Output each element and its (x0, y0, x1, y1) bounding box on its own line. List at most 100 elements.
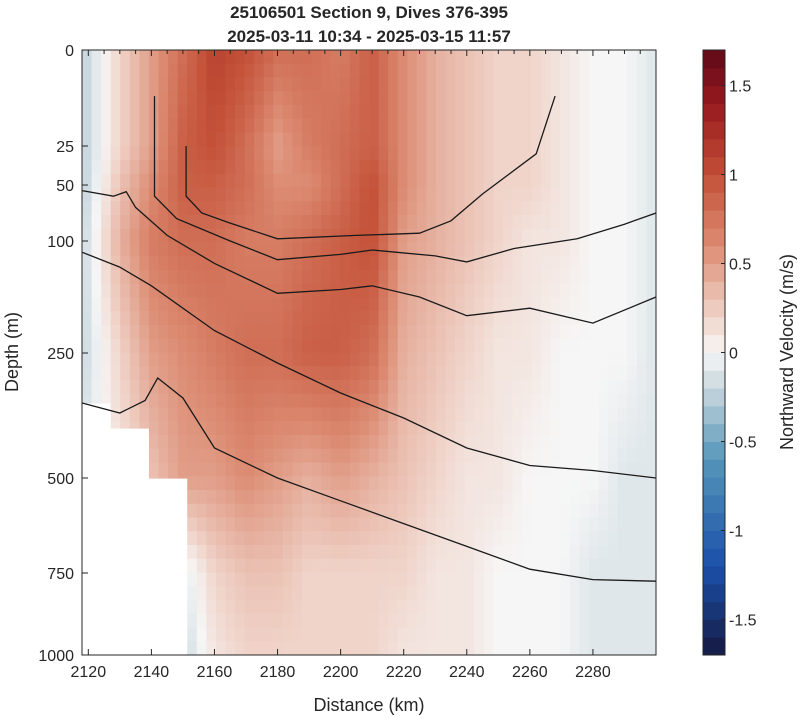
field-cell (91, 325, 102, 340)
field-cell (579, 572, 590, 587)
field-cell (330, 380, 341, 395)
field-cell (177, 105, 188, 120)
field-cell (522, 352, 533, 367)
field-cell (522, 338, 533, 354)
colorbar-band (703, 156, 725, 176)
colorbar-band (703, 441, 725, 460)
field-cell (550, 325, 561, 340)
field-cell (148, 448, 160, 464)
field-cell (139, 63, 150, 79)
field-cell (273, 531, 284, 546)
field-cell (407, 77, 418, 92)
field-cell (560, 393, 571, 409)
field-cell (483, 256, 494, 271)
field-cell (263, 600, 274, 615)
field-cell (608, 476, 619, 491)
field-cell (378, 228, 389, 244)
field-cell (474, 228, 485, 244)
field-cell (435, 407, 447, 422)
field-cell (579, 50, 590, 65)
field-cell (541, 118, 552, 134)
field-cell (177, 132, 188, 147)
field-cell (369, 448, 380, 464)
field-cell (369, 325, 380, 340)
field-cell (369, 118, 380, 134)
field-cell (263, 201, 274, 216)
field-cell (244, 407, 255, 422)
field-cell (225, 393, 236, 409)
field-cell (292, 490, 303, 505)
field-cell (493, 490, 504, 505)
field-cell (416, 600, 427, 615)
field-cell (483, 201, 494, 216)
field-cell (263, 545, 274, 560)
field-cell (435, 283, 447, 299)
field-cell (541, 366, 552, 381)
field-cell (598, 600, 609, 615)
field-cell (148, 421, 160, 436)
field-cell (196, 132, 207, 147)
field-cell (302, 352, 313, 367)
field-cell (349, 50, 361, 65)
field-cell (148, 338, 160, 354)
field-cell (397, 531, 408, 546)
field-cell (206, 476, 217, 491)
field-cell (206, 380, 217, 395)
field-cell (397, 462, 408, 477)
field-cell (464, 558, 475, 574)
field-cell (196, 531, 207, 546)
field-cell (617, 517, 628, 532)
field-cell (340, 270, 351, 285)
field-cell (359, 325, 370, 340)
field-cell (177, 160, 188, 175)
field-cell (636, 393, 648, 409)
colorbar-band (703, 316, 725, 336)
field-cell (560, 201, 571, 216)
field-cell (550, 311, 561, 326)
field-cell (120, 283, 131, 299)
field-cell (311, 215, 322, 230)
field-cell (627, 476, 638, 491)
field-cell (120, 421, 131, 429)
field-cell (340, 63, 351, 79)
field-cell (416, 91, 427, 106)
y-tick-label: 250 (47, 346, 74, 363)
field-cell (235, 118, 246, 134)
field-cell (91, 352, 102, 367)
field-cell (273, 435, 284, 450)
colorbar-band (703, 388, 725, 407)
field-cell (82, 242, 93, 257)
field-cell (627, 545, 638, 560)
field-cell (407, 545, 418, 560)
field-cell (502, 613, 514, 629)
field-cell (493, 448, 504, 464)
field-cell (110, 325, 121, 340)
field-cell (340, 490, 351, 505)
field-cell (541, 352, 552, 367)
colorbar-band (703, 619, 725, 638)
field-cell (349, 132, 361, 147)
field-cell (263, 517, 274, 532)
field-cell (435, 215, 447, 230)
colorbar-band (703, 405, 725, 425)
field-cell (369, 146, 380, 161)
field-cell (378, 50, 389, 65)
field-cell (168, 270, 179, 285)
field-cell (560, 600, 571, 615)
field-cell (101, 91, 112, 106)
field-cell (359, 228, 370, 244)
field-cell (617, 503, 628, 519)
field-cell (196, 380, 207, 395)
field-cell (378, 421, 389, 436)
field-cell (512, 572, 523, 587)
field-cell (263, 366, 274, 381)
field-cell (359, 421, 370, 436)
field-cell (435, 572, 447, 587)
field-cell (589, 201, 600, 216)
field-cell (579, 476, 590, 491)
field-cell (589, 77, 600, 92)
field-cell (196, 517, 207, 532)
field-cell (541, 490, 552, 505)
field-cell (522, 393, 533, 409)
field-cell (158, 270, 169, 285)
